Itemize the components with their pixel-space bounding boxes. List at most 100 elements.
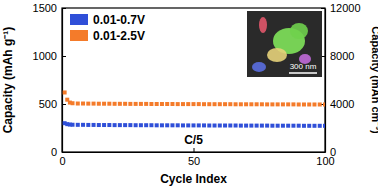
marker bbox=[286, 102, 290, 106]
marker bbox=[255, 102, 259, 106]
marker bbox=[307, 102, 311, 106]
marker bbox=[181, 102, 185, 106]
marker bbox=[239, 124, 243, 128]
tick-label: 500 bbox=[39, 98, 57, 110]
marker bbox=[249, 102, 253, 106]
marker bbox=[192, 102, 196, 106]
x-axis-title: Cycle Index bbox=[160, 172, 227, 186]
marker bbox=[318, 124, 322, 128]
y2-axis-title: Capacity (mAh cm⁻³) bbox=[370, 26, 378, 134]
marker bbox=[107, 102, 111, 106]
marker bbox=[76, 123, 80, 127]
y2-axis: 04000800012000 bbox=[321, 2, 361, 158]
marker bbox=[123, 123, 127, 127]
marker bbox=[302, 124, 306, 128]
marker bbox=[197, 123, 201, 127]
y-axis: 050010001500 bbox=[33, 2, 66, 158]
marker bbox=[207, 102, 211, 106]
marker bbox=[92, 102, 96, 106]
marker bbox=[181, 123, 185, 127]
marker bbox=[81, 102, 85, 106]
x-axis: 050100 bbox=[59, 148, 334, 167]
legend-item: 0.01-2.5V bbox=[70, 29, 145, 43]
marker bbox=[149, 123, 153, 127]
tick-label: 8000 bbox=[330, 50, 354, 62]
marker bbox=[228, 102, 232, 106]
marker bbox=[255, 124, 259, 128]
marker bbox=[207, 124, 211, 128]
marker bbox=[102, 123, 106, 127]
annotation: C/5 bbox=[184, 133, 203, 147]
marker bbox=[71, 123, 75, 127]
marker bbox=[234, 102, 238, 106]
marker bbox=[86, 123, 90, 127]
marker bbox=[165, 123, 169, 127]
marker bbox=[186, 102, 190, 106]
inset-background bbox=[247, 11, 322, 77]
chart: 050100050010001500040008000120000.01-0.7… bbox=[0, 0, 378, 187]
marker bbox=[281, 124, 285, 128]
marker bbox=[155, 123, 159, 127]
axis-line bbox=[62, 9, 63, 153]
tick-mark bbox=[194, 148, 195, 152]
marker bbox=[213, 102, 217, 106]
inset-particle bbox=[267, 48, 287, 62]
tick: 8000 bbox=[321, 50, 354, 62]
series bbox=[63, 121, 325, 128]
axis-line bbox=[325, 9, 326, 153]
marker bbox=[118, 123, 122, 127]
plot-frame bbox=[62, 8, 325, 152]
tick: 500 bbox=[39, 98, 66, 110]
marker bbox=[134, 102, 138, 106]
marker bbox=[318, 102, 322, 106]
marker bbox=[244, 124, 248, 128]
marker bbox=[139, 102, 143, 106]
tick-mark bbox=[321, 152, 325, 153]
marker bbox=[249, 124, 253, 128]
marker bbox=[291, 102, 295, 106]
marker bbox=[149, 102, 153, 106]
inset-particle bbox=[290, 23, 308, 39]
tick-label: 50 bbox=[188, 155, 200, 167]
marker bbox=[228, 124, 232, 128]
legend: 0.01-0.7V 0.01-2.5V bbox=[70, 13, 145, 43]
marker bbox=[128, 102, 132, 106]
legend-swatch bbox=[70, 14, 88, 25]
marker bbox=[97, 123, 101, 127]
tick: 1000 bbox=[33, 50, 66, 62]
marker bbox=[128, 123, 132, 127]
marker bbox=[139, 123, 143, 127]
tick: 0 bbox=[51, 146, 66, 158]
marker bbox=[71, 101, 75, 105]
marker bbox=[76, 102, 80, 106]
tick-mark bbox=[321, 8, 325, 9]
marker bbox=[160, 123, 164, 127]
series bbox=[63, 90, 325, 106]
inset-particle bbox=[259, 17, 267, 33]
data-marks bbox=[63, 90, 325, 127]
tick-mark bbox=[62, 152, 66, 153]
marker bbox=[286, 124, 290, 128]
marker bbox=[97, 102, 101, 106]
marker bbox=[312, 102, 316, 106]
marker bbox=[197, 102, 201, 106]
marker bbox=[297, 124, 301, 128]
marker bbox=[213, 124, 217, 128]
marker bbox=[155, 102, 159, 106]
marker bbox=[113, 123, 117, 127]
tick-label: 0 bbox=[51, 146, 57, 158]
marker bbox=[134, 123, 138, 127]
marker bbox=[170, 102, 174, 106]
marker bbox=[202, 102, 206, 106]
marker bbox=[239, 102, 243, 106]
marker bbox=[170, 123, 174, 127]
marker bbox=[160, 102, 164, 106]
tick-mark bbox=[62, 56, 66, 57]
legend-label: 0.01-2.5V bbox=[93, 29, 145, 43]
scale-bar-label: 300 nm bbox=[290, 62, 317, 71]
marker bbox=[123, 102, 127, 106]
legend-label: 0.01-0.7V bbox=[93, 13, 145, 27]
marker bbox=[312, 124, 316, 128]
legend-item: 0.01-0.7V bbox=[70, 13, 145, 27]
marker bbox=[244, 102, 248, 106]
